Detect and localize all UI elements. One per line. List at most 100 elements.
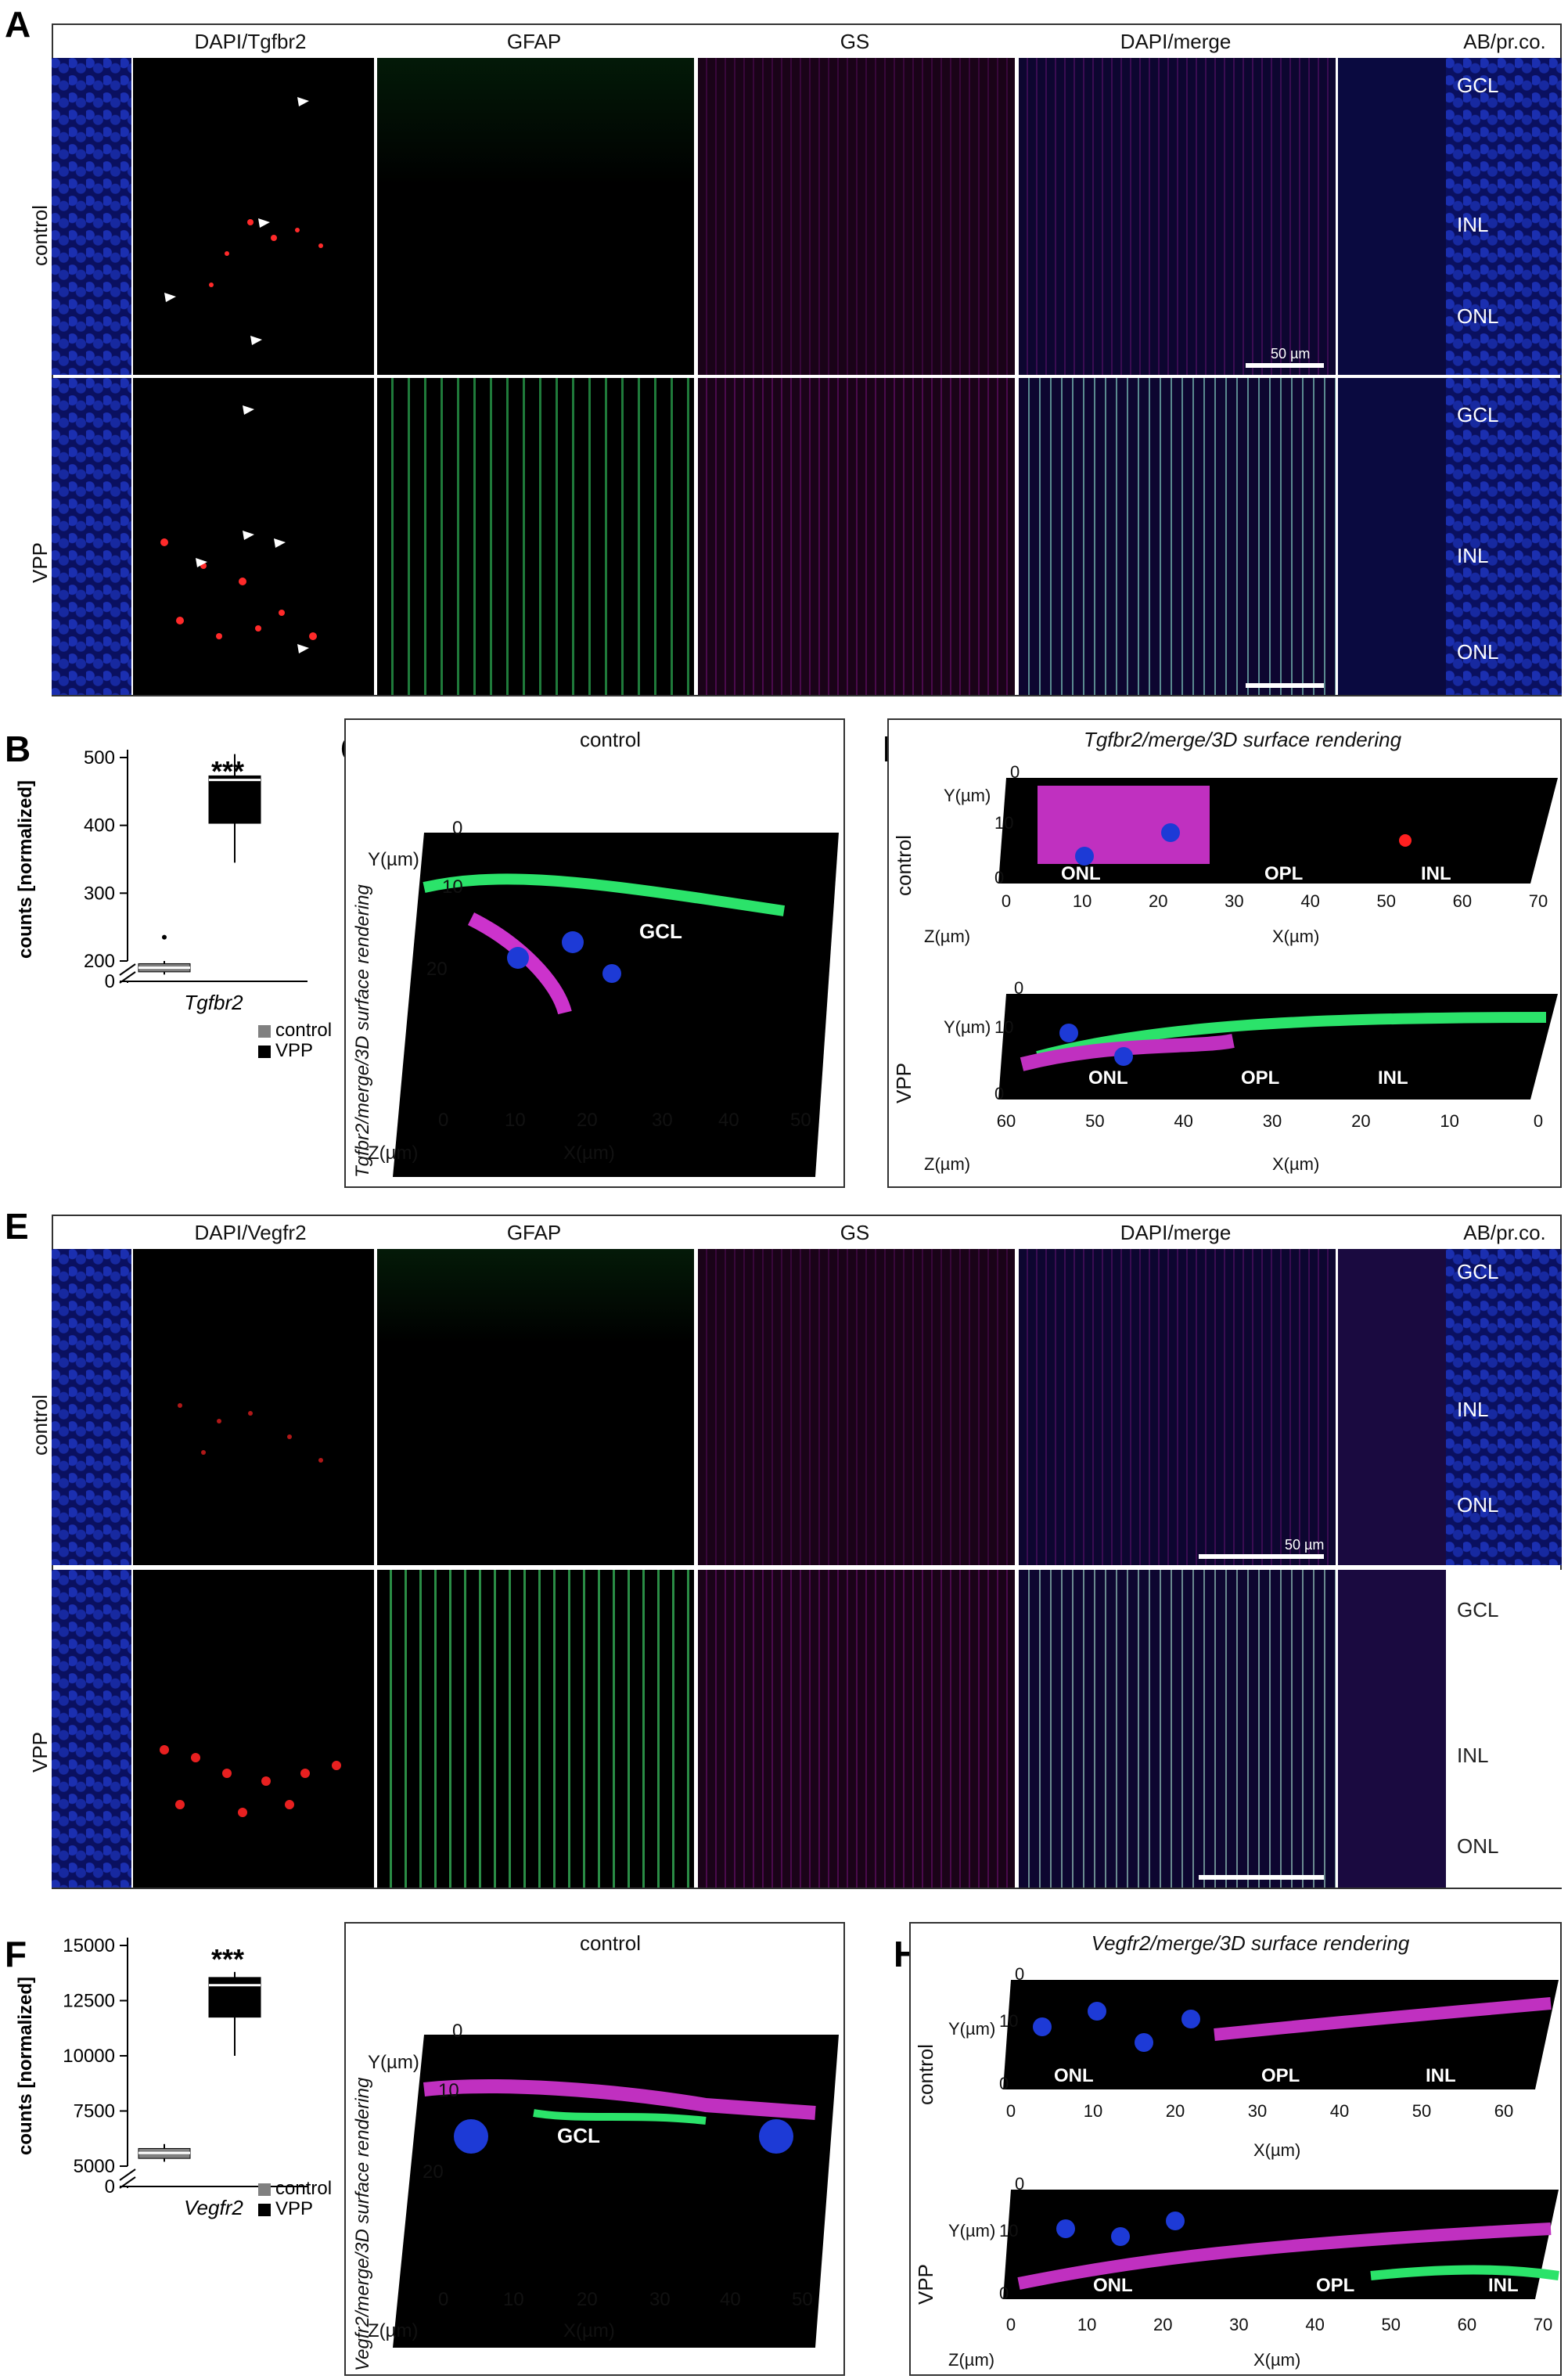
x-tick-label: 20 — [1149, 891, 1167, 911]
image-e-ctrl-merge: 50 µm — [1019, 1249, 1336, 1565]
y-tick-label: 7500 — [74, 2101, 115, 2122]
panel-g-ylabel: Y(µm) — [368, 2052, 419, 2073]
image-a-ctrl-prco: GCL INL ONL — [1446, 58, 1562, 375]
x-axis-title: Vegfr2 — [184, 2196, 243, 2219]
panel-c-gcl-label: GCL — [639, 920, 682, 943]
e-layer-label-gcl-vpp: GCL — [1457, 1598, 1499, 1621]
panel-h-vpp-render: ONL OPL INL Y(µm) 0 10 0 Z(µm) X(µm) 0 10… — [940, 2166, 1560, 2374]
e-col-header-dapi-merge: DAPI/merge — [1120, 1221, 1232, 1244]
image-e-vpp-inset — [1338, 1570, 1446, 1888]
image-e-vpp-gfap — [377, 1570, 694, 1888]
layer-label-gcl: GCL — [1457, 74, 1499, 97]
x-tick-label: 0 — [1006, 2101, 1016, 2121]
significance-marker: *** — [211, 755, 244, 787]
panel-c-xtick-4: 40 — [718, 1110, 739, 1131]
panel-c-ytick-0: 0 — [452, 818, 463, 839]
panel-g-xtick-2: 20 — [577, 2289, 598, 2310]
image-a-ctrl-dapi-strip — [52, 58, 131, 375]
x-tick-label: 40 — [1174, 1111, 1192, 1131]
e-layer-label-onl-vpp: ONL — [1457, 1834, 1499, 1858]
panel-c-title: control — [579, 728, 642, 751]
panel-c-xtick-5: 50 — [790, 1110, 811, 1131]
panel-d-vpp-ytick-2: 0 — [994, 1084, 1004, 1103]
x-tick-label: 10 — [1440, 1111, 1458, 1131]
panel-g-xtick-3: 30 — [649, 2289, 671, 2310]
legend-label: VPP — [275, 1040, 313, 1061]
panel-d-ctrl-onl: ONL — [1061, 863, 1101, 884]
legend-swatch — [258, 2204, 271, 2216]
x-tick-label: 10 — [1077, 2315, 1096, 2334]
x-tick-label: 30 — [1229, 2315, 1248, 2334]
x-tick-label: 20 — [1351, 1111, 1370, 1131]
x-axis-title: Tgfbr2 — [184, 991, 243, 1014]
y-axis-title: counts [normalized] — [15, 1977, 36, 2155]
x-tick-label: 50 — [1381, 2315, 1400, 2334]
panel-h-row-vpp: VPP — [914, 2263, 937, 2305]
x-tick-label: 30 — [1248, 2101, 1267, 2121]
image-e-vpp-prco: GCL INL ONL — [1446, 1570, 1562, 1888]
box-VPP — [208, 775, 261, 824]
panel-c-xtick-3: 30 — [652, 1110, 673, 1131]
x-tick-label: 0 — [1006, 2315, 1016, 2334]
y-tick-label: 12500 — [63, 1991, 115, 2012]
image-e-ctrl-gs — [698, 1249, 1015, 1565]
panel-h-ctrl-inl: INL — [1426, 2065, 1456, 2086]
e-col-header-gfap: GFAP — [506, 1221, 562, 1244]
panel-d-vpp-ytick-0: 0 — [1014, 978, 1023, 998]
panel-d-ctrl-opl: OPL — [1264, 863, 1303, 884]
panel-d-vpp-xlabel: X(µm) — [1272, 1154, 1319, 1174]
panel-h-ctrl-onl: ONL — [1054, 2065, 1094, 2086]
y-tick-label: 400 — [84, 815, 115, 837]
image-e-ctrl-dapi-strip — [52, 1249, 131, 1565]
x-tick-label: 20 — [1153, 2315, 1172, 2334]
panel-d-vpp-ytick-1: 10 — [994, 1017, 1013, 1037]
x-tick-label: 50 — [1376, 891, 1395, 911]
x-tick-label: 0 — [1002, 891, 1011, 911]
image-e-ctrl-prco: GCL INL ONL — [1446, 1249, 1562, 1565]
image-a-vpp-dapi-strip — [52, 378, 131, 695]
panel-g-ytick-1: 10 — [438, 2080, 459, 2101]
x-tick-label: 0 — [1534, 1111, 1543, 1131]
panel-d-vpp-inl: INL — [1378, 1067, 1408, 1089]
panel-d-ctrl-ytick-0: 0 — [1010, 762, 1020, 782]
panel-h-vpp-xlabel: X(µm) — [1253, 2350, 1300, 2370]
panel-h-vpp-onl: ONL — [1093, 2275, 1133, 2296]
x-tick-label: 70 — [1534, 2315, 1552, 2334]
x-tick-label: 50 — [1412, 2101, 1431, 2121]
significance-marker: *** — [211, 1943, 244, 1975]
y-axis-title: counts [normalized] — [15, 780, 36, 959]
image-a-vpp-gfap — [377, 378, 694, 695]
image-a-ctrl-inset — [1338, 58, 1446, 375]
panel-g-render: GCL — [377, 1956, 843, 2374]
panel-h-vpp-opl: OPL — [1316, 2275, 1354, 2296]
x-tick-label: 40 — [1330, 2101, 1349, 2121]
panel-d-ctrl-ytick-1: 10 — [994, 813, 1013, 833]
panel-h-ctrl-opl: OPL — [1261, 2065, 1300, 2086]
scale-bar-e — [1199, 1554, 1324, 1559]
panel-d-row-vpp: VPP — [892, 1062, 915, 1103]
panel-d-vpp-ylabel: Y(µm) — [944, 1017, 991, 1037]
panel-d-control-render: ONL OPL INL Y(µm) 0 10 0 Z(µm) X(µm) 0 10… — [920, 754, 1560, 966]
image-e-vpp-vegfr2 — [133, 1570, 374, 1888]
x-tick-label: 60 — [1458, 2315, 1476, 2334]
panel-h-ctrl-ytick-2: 0 — [999, 2074, 1009, 2093]
image-a-ctrl-merge: 50 µm — [1019, 58, 1336, 375]
panel-g-xtick-5: 50 — [792, 2289, 813, 2310]
panel-d-ctrl-inl: INL — [1421, 863, 1451, 884]
panel-letter-f: F — [5, 1934, 27, 1974]
image-a-vpp-tgfbr2 — [133, 378, 374, 695]
legend-label: VPP — [275, 2198, 313, 2219]
layer-label-gcl-vpp: GCL — [1457, 403, 1499, 426]
y-tick-label: 15000 — [63, 1935, 115, 1956]
scale-bar-a — [1246, 363, 1324, 368]
x-tick-label: 70 — [1529, 891, 1548, 911]
e-layer-label-inl: INL — [1457, 1398, 1489, 1421]
x-tick-label: 30 — [1263, 1111, 1282, 1131]
image-a-vpp-prco: GCL INL ONL — [1446, 378, 1562, 695]
image-a-ctrl-tgfbr2 — [133, 58, 374, 375]
panel-d-ctrl-ytick-2: 0 — [994, 868, 1004, 887]
x-tick-label: 60 — [1494, 2101, 1513, 2121]
x-tick-label: 40 — [1300, 891, 1319, 911]
panel-h-ctrl-ytick-0: 0 — [1015, 1964, 1024, 1984]
